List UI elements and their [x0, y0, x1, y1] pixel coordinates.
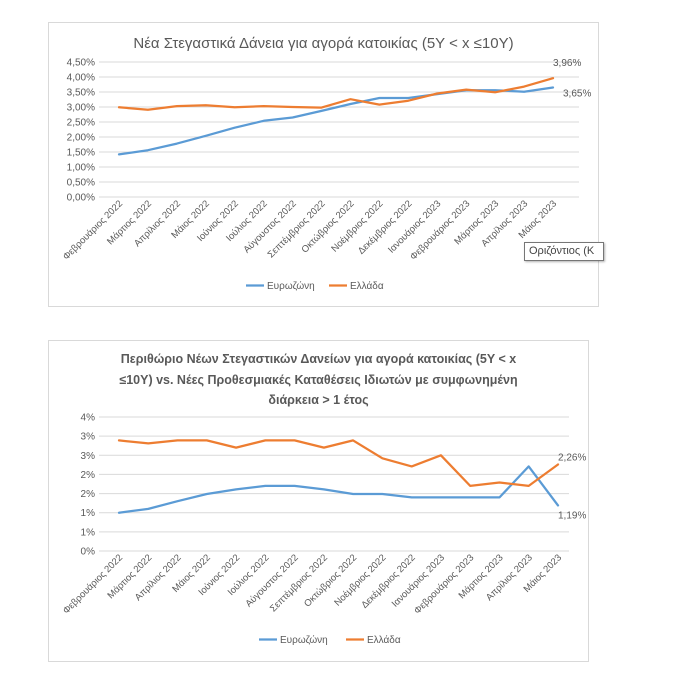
chart-svg: Νέα Στεγαστικά Δάνεια για αγορά κατοικία…: [61, 35, 592, 292]
chart-title: ≤10Y) vs. Νέες Προθεσμιακές Καταθέσεις Ι…: [119, 373, 517, 387]
x-tick-label: Νοέμβριος 2022: [329, 198, 385, 254]
x-tick-label: Ιανουάριος 2023: [390, 552, 447, 609]
y-tick-label: 0,50%: [67, 178, 95, 189]
x-tick-label: Οκτώβριος 2022: [302, 552, 359, 609]
data-label: 2,26%: [558, 452, 586, 463]
chart-loan-deposit-margin: Περιθώριο Νέων Στεγαστικών Δανείων για α…: [48, 340, 589, 662]
data-label: 1,19%: [558, 510, 586, 521]
y-tick-label: 1%: [81, 527, 96, 538]
legend-label: Ελλάδα: [367, 634, 401, 646]
chart-title: Νέα Στεγαστικά Δάνεια για αγορά κατοικία…: [133, 35, 513, 52]
y-tick-label: 0,00%: [67, 193, 95, 204]
x-tick-label: Νοέμβριος 2022: [332, 552, 388, 608]
y-tick-label: 3%: [81, 432, 96, 443]
data-label: 3,96%: [553, 58, 581, 69]
y-tick-label: 0%: [81, 547, 96, 558]
axis-tooltip: Οριζόντιος (Κ: [524, 242, 604, 261]
series-line-greece: [117, 77, 555, 111]
y-tick-label: 2,00%: [67, 133, 95, 144]
series-line-eurozone: [117, 465, 560, 514]
legend-label: Ευρωζώνη: [280, 634, 328, 646]
y-tick-label: 4,50%: [67, 58, 95, 69]
series-line-greece: [117, 439, 560, 488]
y-tick-label: 2%: [81, 470, 96, 481]
y-tick-label: 1%: [81, 508, 96, 519]
chart-svg: Περιθώριο Νέων Στεγαστικών Δανείων για α…: [61, 352, 587, 646]
y-tick-label: 3%: [81, 451, 96, 462]
data-label: 3,65%: [563, 89, 591, 100]
legend-label: Ελλάδα: [350, 280, 384, 292]
chart-title: Περιθώριο Νέων Στεγαστικών Δανείων για α…: [121, 352, 516, 366]
x-tick-label: Αύγουστος 2022: [244, 552, 301, 609]
y-tick-label: 1,00%: [67, 163, 95, 174]
y-tick-label: 2%: [81, 489, 96, 500]
y-tick-label: 3,00%: [67, 103, 95, 114]
legend-label: Ευρωζώνη: [267, 280, 315, 292]
y-tick-label: 4,00%: [67, 73, 95, 84]
y-tick-label: 3,50%: [67, 88, 95, 99]
series-line-eurozone: [117, 86, 555, 156]
chart-new-housing-loans: Νέα Στεγαστικά Δάνεια για αγορά κατοικία…: [48, 22, 599, 307]
y-tick-label: 4%: [81, 413, 96, 424]
chart-title: διάρκεια > 1 έτος: [268, 393, 368, 407]
y-tick-label: 1,50%: [67, 148, 95, 159]
y-tick-label: 2,50%: [67, 118, 95, 129]
